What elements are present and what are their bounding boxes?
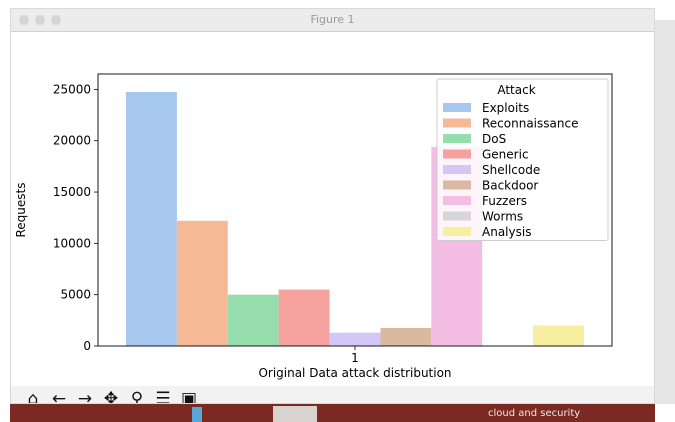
back-arrow-icon[interactable]: ← (51, 389, 67, 404)
save-icon[interactable]: ▣ (180, 389, 198, 404)
legend-swatch-reconnaissance (443, 118, 471, 128)
x-axis-label: Original Data attack distribution (258, 366, 451, 380)
legend-swatch-fuzzers (443, 196, 471, 205)
legend-label-backdoor: Backdoor (482, 179, 538, 193)
legend-label-shellcode: Shellcode (482, 163, 540, 177)
legend-box (436, 78, 609, 241)
taskbar-document-icon[interactable] (273, 406, 317, 422)
maximize-window-button[interactable] (51, 15, 61, 25)
configure-icon[interactable]: ☰ (155, 389, 171, 404)
y-tick-label: 5000 (60, 288, 91, 302)
legend-label-reconnaissance: Reconnaissance (482, 117, 578, 131)
y-tick-label: 20000 (53, 134, 91, 148)
bar-backdoor (380, 328, 432, 346)
y-tick-label: 15000 (53, 185, 91, 199)
zoom-icon[interactable]: ⚲ (130, 389, 144, 404)
y-axis-label: Requests (14, 183, 28, 238)
background-window-edge (655, 20, 675, 404)
forward-arrow-icon[interactable]: → (77, 389, 93, 404)
pan-icon[interactable]: ✥ (103, 389, 119, 404)
window-title: Figure 1 (310, 13, 355, 26)
legend-swatch-dos (443, 134, 471, 143)
legend-swatch-analysis (443, 227, 471, 236)
taskbar: cloud and security (10, 404, 655, 422)
legend-label-fuzzers: Fuzzers (482, 194, 527, 208)
figure-window: Figure 1 0 5000 10000 15000 20000 25000 1 Origi… (10, 8, 655, 404)
bar-exploits (125, 91, 177, 346)
home-icon[interactable]: ⌂ (27, 389, 39, 404)
y-tick-label: 0 (83, 339, 91, 353)
legend-label-worms: Worms (482, 210, 523, 224)
taskbar-text: cloud and security (488, 408, 581, 419)
bar-analysis (533, 325, 585, 346)
minimize-window-button[interactable] (35, 15, 45, 25)
legend-swatch-exploits (443, 103, 471, 112)
y-tick-label: 10000 (53, 236, 91, 250)
taskbar-app-icon[interactable] (192, 407, 202, 422)
legend-title: Attack (497, 83, 535, 97)
bar-generic (278, 289, 330, 346)
plot-toolbar: ⌂ ← → ✥ ⚲ ☰ ▣ (11, 386, 654, 404)
bar-reconnaissance (176, 220, 228, 346)
legend-swatch-worms (443, 211, 471, 221)
legend-swatch-generic (443, 149, 471, 159)
legend-label-exploits: Exploits (482, 101, 529, 115)
title-bar: Figure 1 (11, 9, 654, 32)
x-tick-label: 1 (351, 351, 359, 365)
legend-label-dos: DoS (482, 132, 506, 146)
legend-swatch-backdoor (443, 180, 471, 190)
bar-shellcode (329, 332, 381, 346)
bar-dos (227, 294, 279, 346)
close-window-button[interactable] (19, 15, 29, 25)
legend-label-generic: Generic (482, 148, 529, 162)
legend-swatch-shellcode (443, 165, 471, 174)
legend-label-analysis: Analysis (482, 225, 531, 239)
y-tick-label: 25000 (53, 82, 91, 96)
